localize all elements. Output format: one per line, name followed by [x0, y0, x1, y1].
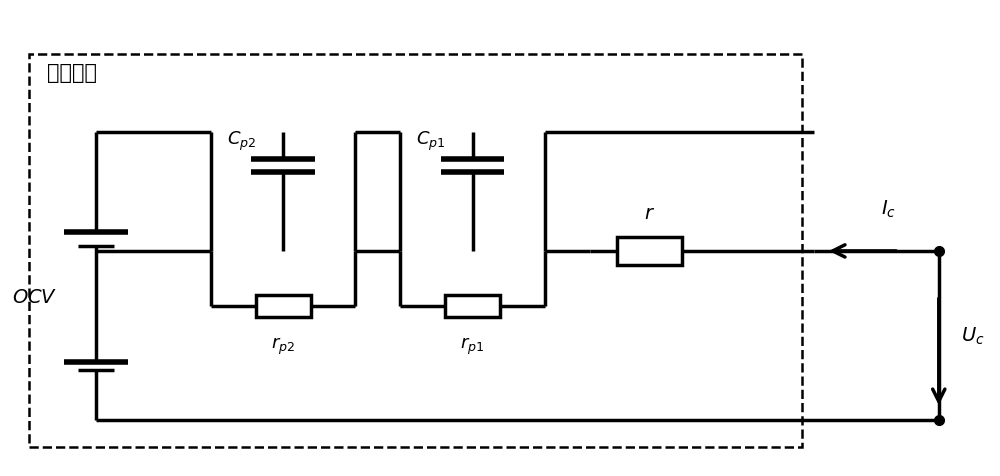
Bar — [445, 295, 500, 317]
Text: $I_c$: $I_c$ — [881, 198, 896, 219]
Bar — [617, 238, 682, 265]
Text: $C_{p2}$: $C_{p2}$ — [227, 129, 256, 152]
Bar — [256, 295, 311, 317]
Text: $r_{p2}$: $r_{p2}$ — [271, 335, 295, 356]
Bar — [29, 55, 802, 447]
Text: 电池内部: 电池内部 — [47, 63, 97, 83]
Text: $OCV$: $OCV$ — [12, 287, 57, 306]
Text: $C_{p1}$: $C_{p1}$ — [416, 129, 445, 152]
Text: $U_c$: $U_c$ — [961, 325, 984, 347]
Text: $r_{p1}$: $r_{p1}$ — [460, 335, 485, 356]
Text: $r$: $r$ — [644, 204, 655, 223]
